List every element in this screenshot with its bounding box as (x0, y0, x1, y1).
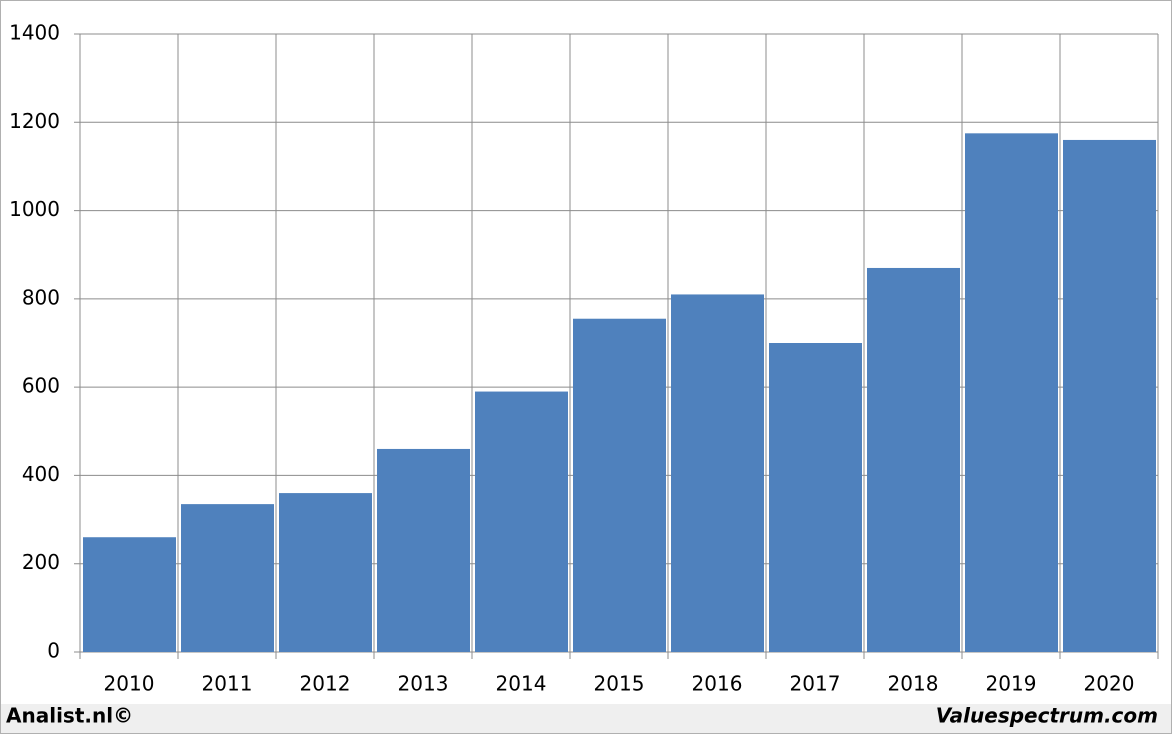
x-tick-label: 2018 (888, 672, 939, 696)
y-tick-label: 600 (22, 374, 60, 398)
credit-label: Valuespectrum.com (936, 704, 1158, 728)
x-tick-label: 2014 (496, 672, 547, 696)
x-tick-label: 2015 (594, 672, 645, 696)
source-label: Analist.nl© (6, 704, 133, 728)
y-tick-label: 1200 (9, 109, 60, 133)
bar (965, 133, 1058, 653)
y-tick-label: 0 (47, 639, 60, 663)
x-tick-label: 2011 (202, 672, 253, 696)
bar (867, 267, 960, 652)
x-tick-label: 2010 (104, 672, 155, 696)
x-tick-label: 2016 (692, 672, 743, 696)
y-tick-label: 200 (22, 550, 60, 574)
y-tick-label: 1000 (9, 197, 60, 221)
bar (181, 504, 274, 652)
y-tick-label: 1400 (9, 21, 60, 45)
bar (377, 448, 470, 652)
bar (671, 294, 764, 652)
x-tick-label: 2019 (986, 672, 1037, 696)
bar (573, 318, 666, 652)
footer-bar (1, 704, 1171, 733)
x-tick-label: 2017 (790, 672, 841, 696)
x-tick-label: 2012 (300, 672, 351, 696)
bar (83, 537, 176, 652)
bar (769, 343, 862, 652)
x-tick-label: 2013 (398, 672, 449, 696)
y-tick-label: 800 (22, 285, 60, 309)
bar (475, 391, 568, 652)
x-tick-label: 2020 (1084, 672, 1135, 696)
bar (1063, 139, 1156, 652)
y-tick-label: 400 (22, 462, 60, 486)
bar (279, 493, 372, 652)
